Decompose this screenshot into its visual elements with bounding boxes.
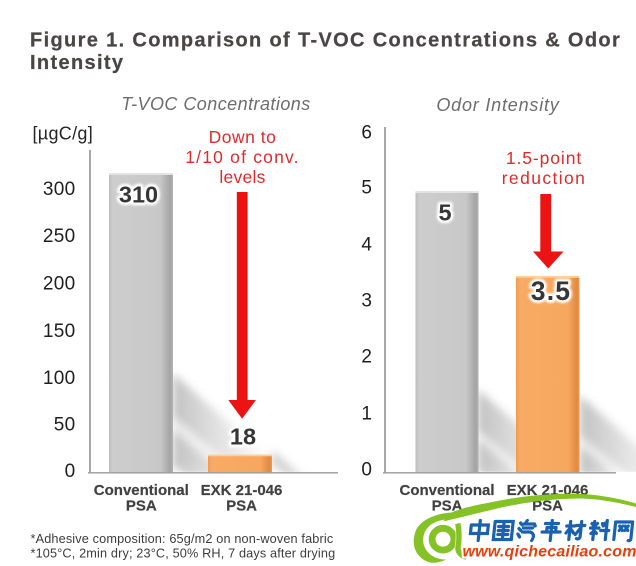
svg-text:T-VOC Concentrations: T-VOC Concentrations [121, 94, 310, 114]
svg-text:Figure 1. Comparison of T-VOC: Figure 1. Comparison of T-VOC Concentrat… [30, 30, 621, 52]
svg-text:150: 150 [43, 321, 76, 342]
svg-text:PSA: PSA [432, 498, 463, 515]
svg-text:Conventional: Conventional [94, 482, 189, 499]
svg-text:Down to: Down to [209, 127, 277, 147]
svg-text:EXK 21-046: EXK 21-046 [201, 482, 283, 499]
svg-text:3.5: 3.5 [531, 276, 571, 306]
svg-text:5: 5 [361, 178, 372, 199]
svg-text:310: 310 [119, 182, 158, 208]
svg-text:*Adhesive composition: 65g/m2: *Adhesive composition: 65g/m2 on non-wov… [31, 532, 334, 546]
svg-text:5: 5 [438, 200, 451, 226]
svg-text:Intensity: Intensity [30, 52, 124, 74]
svg-text:www.qichecailiao.com: www.qichecailiao.com [463, 544, 636, 561]
svg-text:levels: levels [219, 167, 265, 187]
svg-text:3.5: 3.5 [531, 276, 571, 306]
svg-text:reduction: reduction [502, 168, 587, 188]
svg-text:18: 18 [230, 424, 256, 450]
svg-text:Conventional: Conventional [399, 482, 494, 499]
svg-text:PSA: PSA [226, 498, 257, 515]
svg-text:2: 2 [361, 347, 372, 368]
svg-text:5: 5 [438, 200, 451, 226]
svg-text:18: 18 [230, 424, 256, 450]
svg-text:6: 6 [361, 123, 372, 144]
svg-text:4: 4 [361, 235, 372, 256]
svg-text:1/10 of conv.: 1/10 of conv. [185, 147, 300, 167]
svg-text:250: 250 [43, 226, 76, 247]
svg-text:[µgC/g]: [µgC/g] [33, 124, 94, 144]
svg-text:310: 310 [119, 182, 158, 208]
svg-text:3: 3 [361, 291, 372, 312]
svg-text:200: 200 [43, 274, 76, 295]
svg-text:*105°C, 2min dry; 23°C, 50% RH: *105°C, 2min dry; 23°C, 50% RH, 7 days a… [31, 546, 336, 560]
svg-text:100: 100 [43, 368, 76, 389]
svg-text:PSA: PSA [532, 498, 563, 515]
svg-text:0: 0 [65, 461, 76, 482]
svg-text:PSA: PSA [126, 498, 157, 515]
svg-text:Odor Intensity: Odor Intensity [436, 95, 559, 115]
svg-text:50: 50 [54, 415, 76, 436]
svg-text:0: 0 [361, 460, 372, 481]
svg-text:1: 1 [361, 404, 372, 425]
svg-text:300: 300 [43, 179, 76, 200]
svg-text:1.5-point: 1.5-point [506, 148, 582, 168]
